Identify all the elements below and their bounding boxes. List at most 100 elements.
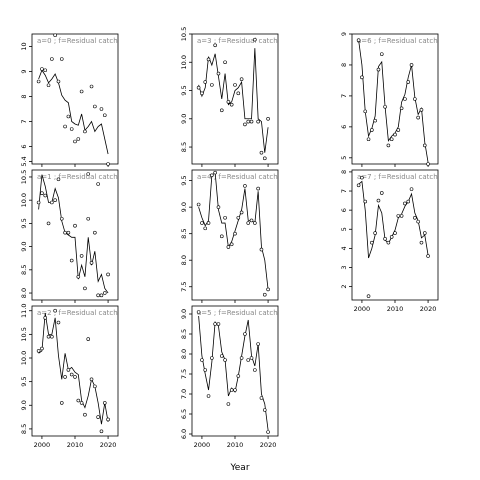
observed-point	[43, 68, 48, 73]
observed-point	[216, 322, 221, 326]
x-tick-label: 2000	[354, 305, 371, 313]
x-axis-label: Year	[229, 463, 249, 473]
observed-point	[40, 191, 44, 196]
y-tick-label: 8.0	[180, 255, 188, 265]
y-tick-label: 8.0	[20, 288, 28, 298]
fitted-series-line	[38, 313, 109, 425]
observed-point	[96, 293, 100, 298]
observed-point	[66, 230, 71, 235]
observed-point	[213, 322, 217, 326]
observed-point	[356, 183, 361, 188]
observed-point	[370, 240, 374, 245]
observed-point	[46, 83, 51, 88]
observed-point	[219, 354, 224, 358]
y-tick-label: 7.5	[180, 369, 188, 379]
panel-title: a=5 ; f=Residual catch	[197, 309, 278, 317]
observed-point	[236, 374, 241, 378]
panel-5: a=5 ; f=Residual catch 6.0 6.5 7.0 7.5 8.0 8.5…	[180, 305, 279, 449]
observed-point	[196, 85, 201, 90]
y-tick-label: 6.0	[180, 429, 188, 439]
y-tick-label: 8.5	[180, 142, 188, 152]
observed-point	[102, 291, 107, 295]
fitted-series-line	[38, 174, 109, 294]
y-tick-label: 10.0	[20, 193, 28, 207]
observed-point	[413, 97, 417, 101]
observed-point	[86, 216, 91, 221]
y-tick-label: 9	[340, 32, 348, 36]
observed-point	[409, 63, 414, 67]
observed-point	[53, 308, 57, 313]
observed-point	[363, 109, 368, 114]
panel-title: a=3 ; f=Residual catch	[197, 37, 278, 45]
observed-point	[389, 235, 394, 239]
observed-point	[246, 119, 251, 124]
observed-point	[422, 231, 427, 235]
observed-point	[426, 254, 430, 258]
y-tick-label: 8.5	[180, 229, 188, 239]
y-tick-label: 9.0	[20, 241, 28, 251]
fitted-series-line	[358, 40, 429, 163]
observed-point	[83, 286, 87, 291]
panel-7: a=7 ; f=Residual catch 2 3 4 5 6 7 8 2000 2010 202…	[340, 169, 439, 313]
observed-point	[360, 175, 364, 180]
observed-point	[76, 137, 81, 141]
observed-point	[106, 162, 110, 166]
observed-point	[253, 368, 257, 372]
observed-point	[76, 398, 81, 403]
observed-point	[96, 182, 100, 186]
y-tick-label: 2	[340, 285, 348, 289]
observed-point	[399, 106, 404, 111]
observed-point	[233, 231, 237, 236]
y-tick-label: 8	[340, 170, 348, 174]
observed-point	[379, 52, 384, 56]
observed-point	[413, 215, 417, 220]
observed-point	[210, 356, 214, 360]
observed-point	[363, 199, 368, 204]
observed-point	[89, 377, 94, 382]
y-tick-label: 10.0	[180, 55, 188, 69]
observed-point	[356, 38, 361, 42]
observed-point	[43, 193, 48, 198]
observed-point	[43, 316, 48, 320]
observed-point	[259, 396, 264, 400]
y-tick-label: 5	[340, 156, 348, 160]
observed-point	[233, 83, 237, 87]
observed-point	[93, 384, 97, 389]
observed-point	[360, 75, 364, 80]
observed-point	[210, 83, 214, 87]
observed-point	[409, 187, 414, 191]
observed-point	[50, 334, 54, 339]
observed-point	[256, 119, 260, 124]
y-tick-label: 9	[20, 69, 28, 73]
observed-point	[102, 401, 107, 405]
observed-point	[99, 293, 104, 298]
observed-point	[86, 337, 91, 341]
observed-point	[366, 294, 371, 298]
observed-point	[59, 57, 64, 61]
observed-point	[46, 334, 51, 339]
observed-point	[50, 57, 54, 61]
y-tick-label: 9.0	[20, 400, 28, 410]
observed-point	[379, 191, 384, 195]
fitted-series-line	[358, 180, 429, 259]
observed-point	[259, 247, 264, 252]
observed-point	[219, 108, 224, 113]
x-tick-label: 2010	[387, 305, 404, 313]
observed-point	[206, 57, 211, 62]
observed-point	[253, 37, 257, 42]
observed-point	[419, 108, 424, 112]
observed-point	[383, 237, 387, 241]
observed-point	[213, 43, 217, 48]
observed-point	[386, 143, 391, 148]
observed-point	[426, 162, 430, 166]
observed-point	[373, 231, 377, 235]
observed-point	[196, 310, 201, 314]
observed-point	[76, 274, 81, 279]
observed-point	[373, 118, 377, 123]
fitted-series-line	[198, 315, 269, 431]
observed-point	[203, 368, 208, 372]
y-tick-label: 8	[340, 63, 348, 67]
observed-point	[73, 375, 77, 379]
observed-point	[416, 219, 420, 224]
